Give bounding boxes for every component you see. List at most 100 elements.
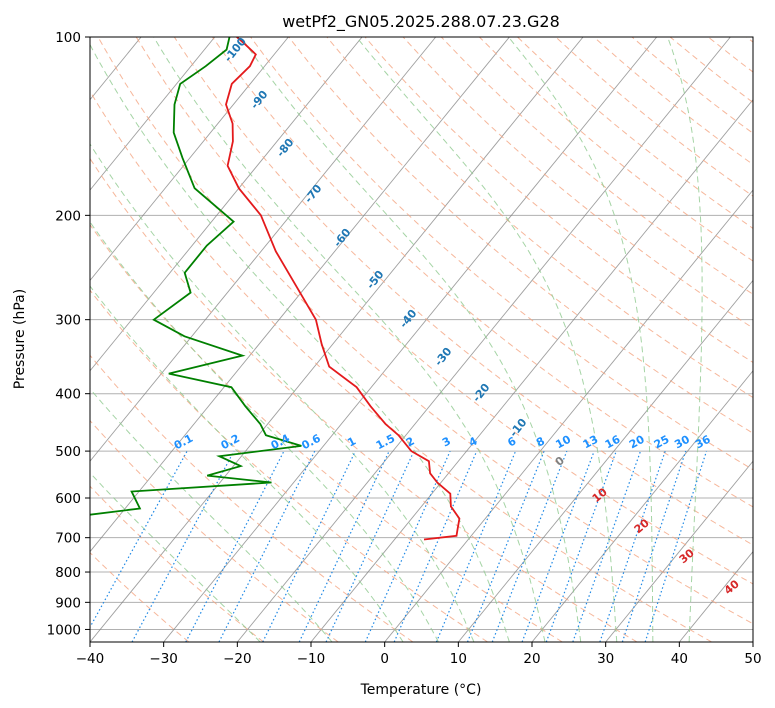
mixing-ratio-line [545, 450, 617, 642]
moist-adiabat-line [90, 143, 475, 642]
mixing-ratio-label: 36 [693, 433, 713, 452]
isotherm-line [457, 279, 753, 642]
y-tick-label: 400 [55, 387, 81, 403]
isotherm-line [0, 37, 67, 642]
moist-adiabat-line [90, 285, 404, 642]
dry-adiabat-line [173, 37, 753, 546]
x-tick-label: 20 [523, 651, 540, 667]
y-axis-label: Pressure (hPa) [12, 289, 28, 389]
isotherm-line [90, 37, 363, 372]
isotherm-line [531, 370, 753, 642]
dry-adiabat-line [90, 354, 414, 642]
chart-title: wetPf2_GN05.2025.288.07.23.G28 [282, 12, 560, 32]
isotherm-label: -80 [274, 136, 297, 160]
mixing-ratio-label: 3 [440, 434, 453, 449]
isotherm-label: -60 [331, 226, 354, 250]
dewpoint-profile-line [90, 37, 302, 516]
isotherm-line [678, 550, 753, 642]
mixing-ratio-label: 25 [652, 433, 672, 452]
y-tick-label: 700 [55, 531, 81, 547]
dry-adiabat-line [90, 485, 264, 642]
dry-adiabat-line [440, 37, 753, 295]
mixing-ratio-line [393, 450, 478, 642]
dry-adiabat-line [90, 90, 712, 642]
isotherm-label: -50 [364, 268, 387, 292]
line-labels: -100-90-80-70-60-50-40-30-20-100.1 0.2 0.4… [172, 35, 742, 597]
moist-adiabat-line [90, 43, 510, 642]
plot-frame [89, 36, 754, 643]
moist-adiabat-line [90, 472, 261, 642]
dry-adiabat-line [555, 37, 753, 197]
moist-adiabat-line [240, 37, 582, 642]
y-tick-label: 100 [55, 30, 81, 46]
mixing-ratio-label: 0.2 [219, 432, 242, 453]
y-axis: 1000 900 800 700 600 500 400 300 200 100 [47, 30, 90, 638]
isotherm-line [384, 189, 753, 642]
mixing-ratio-label: 20 [627, 433, 647, 452]
isotherm-line [90, 37, 510, 553]
mixing-ratio-line [644, 450, 708, 642]
isotherm-label: -20 [470, 381, 493, 405]
mixing-ratio-line [131, 450, 235, 642]
dry-adiabat-label: 20 [632, 516, 652, 536]
mixing-ratio-line [621, 450, 687, 642]
x-tick-label: 10 [450, 651, 467, 667]
dry-adiabat-label: 30 [677, 546, 697, 566]
y-tick-label: 500 [55, 444, 81, 460]
y-tick-label: 300 [55, 313, 81, 329]
mixing-ratio-label: 10 [553, 433, 573, 452]
dry-adiabat-line [90, 551, 190, 642]
mixing-ratio-line [364, 450, 451, 642]
mixing-ratio-line [185, 450, 285, 642]
dry-adiabat-line [90, 419, 339, 642]
x-tick-label: 30 [597, 651, 614, 667]
isotherm-label: -70 [302, 182, 325, 206]
isotherm-line [752, 641, 753, 642]
x-tick-label: −20 [223, 651, 252, 667]
moist-adiabat-line [508, 37, 654, 642]
mixing-ratio-line [572, 450, 642, 642]
dry-adiabat-label: 10 [590, 485, 610, 505]
mixing-ratio-line [435, 450, 517, 642]
isotherm-label: -90 [248, 88, 271, 112]
isotherm-line [90, 37, 289, 282]
mixing-ratio-label: 1.5 [374, 432, 397, 453]
x-tick-label: 50 [744, 651, 761, 667]
mixing-ratio-label: 30 [672, 433, 692, 452]
moist-adiabat-line [667, 37, 703, 642]
dry-adiabat-label: 40 [722, 577, 742, 597]
isotherm-label: -40 [397, 307, 420, 331]
isotherm-line [90, 37, 437, 462]
mixing-ratio-line [262, 450, 356, 642]
x-axis-label: Temperature (°C) [360, 682, 482, 698]
dry-adiabat-line [135, 37, 753, 585]
mixing-ratio-line [325, 450, 415, 642]
dry-adiabat-line [746, 37, 753, 43]
dry-adiabat-label: 0 [553, 454, 567, 469]
moist-adiabat-line [356, 37, 618, 642]
isotherm-line [236, 37, 731, 642]
dry-adiabat-line [211, 37, 753, 508]
dry-adiabat-line [90, 223, 563, 642]
isotherm-line [310, 98, 753, 642]
isotherm-line [163, 37, 658, 642]
y-tick-label: 600 [55, 491, 81, 507]
profile-lines [90, 37, 461, 541]
y-tick-label: 1000 [47, 622, 81, 638]
isotherm-line [90, 37, 216, 191]
moist-adiabat-line [90, 221, 439, 642]
temperature-profile-line [225, 37, 461, 541]
x-tick-label: −30 [149, 651, 178, 667]
mixing-ratio-label: 13 [581, 433, 601, 452]
moist-adiabat-line [153, 37, 546, 642]
y-tick-label: 800 [55, 565, 81, 581]
x-axis: −40 −30 −20 −10 0 10 20 30 40 50 [76, 642, 762, 667]
mixing-ratio-line [521, 450, 595, 642]
moist-adiabat-line [90, 388, 333, 642]
mixing-ratio-label: 0.6 [299, 432, 323, 453]
dry-adiabat-line [90, 289, 488, 642]
x-tick-label: −40 [76, 651, 105, 667]
x-tick-label: 40 [671, 651, 688, 667]
background-grid [0, 37, 753, 642]
